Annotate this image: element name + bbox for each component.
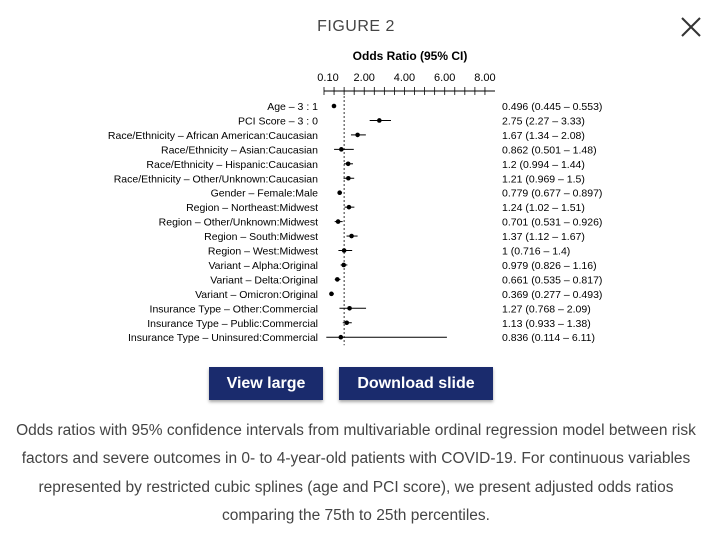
row-value: 1.13 (0.933 – 1.38) — [502, 318, 591, 330]
row-value: 1.21 (0.969 – 1.5) — [502, 173, 585, 185]
row-label: Region – Other/Unknown:Midwest — [159, 217, 318, 229]
forest-plot: Odds Ratio (95% CI) 0.10 2.00 4.00 6.00 8.00 A… — [108, 49, 602, 346]
odds-ratio-point — [346, 204, 352, 210]
row-label: Insurance Type – Uninsured:Commercial — [128, 332, 318, 344]
row-value: 0.836 (0.114 – 6.11) — [502, 332, 595, 344]
row-value: 0.862 (0.501 – 1.48) — [502, 144, 597, 156]
view-large-button[interactable]: View large — [209, 367, 323, 400]
odds-ratio-point — [344, 320, 350, 326]
row-label: Race/Ethnicity – Asian:Caucasian — [161, 144, 318, 156]
odds-ratio-point — [334, 277, 340, 282]
row-value: 1.67 (1.34 – 2.08) — [502, 130, 585, 142]
row-value: 1.2 (0.994 – 1.44) — [502, 159, 585, 171]
row-value: 2.75 (2.27 – 3.33) — [502, 115, 585, 127]
figure-title: FIGURE 2 — [317, 18, 395, 35]
close-icon — [681, 17, 701, 37]
download-slide-button[interactable]: Download slide — [339, 367, 493, 400]
odds-ratio-point — [335, 219, 341, 224]
row-label: Region – South:Midwest — [204, 231, 318, 243]
odds-ratio-point — [345, 161, 351, 167]
row-label: Race/Ethnicity – Other/Unknown:Caucasian — [114, 173, 318, 185]
odds-ratio-point — [341, 262, 346, 268]
row-value: 1.24 (1.02 – 1.51) — [502, 202, 585, 214]
row-label: Race/Ethnicity – African American:Caucas… — [108, 130, 318, 142]
row-value: 1 (0.716 – 1.4) — [502, 246, 570, 258]
odds-ratio-point — [341, 248, 347, 253]
row-label: Age – 3 : 1 — [267, 101, 318, 113]
odds-ratio-point — [346, 175, 351, 181]
row-label: Insurance Type – Other:Commercial — [150, 303, 318, 315]
chart-title: Odds Ratio (95% CI) — [353, 49, 468, 63]
odds-ratio-point — [355, 132, 360, 138]
x-tick-label: 0.10 — [317, 72, 338, 84]
row-value: 1.37 (1.12 – 1.67) — [502, 231, 585, 243]
row-value: 0.979 (0.826 – 1.16) — [502, 260, 597, 272]
close-button[interactable] — [678, 14, 704, 40]
odds-ratio-point — [347, 306, 352, 311]
row-value: 1.27 (0.768 – 2.09) — [502, 303, 591, 315]
figure-caption: Odds ratios with 95% confidence interval… — [16, 422, 696, 525]
row-value: 0.779 (0.677 – 0.897) — [502, 188, 602, 200]
odds-ratio-point — [331, 103, 337, 109]
x-tick-label: 6.00 — [434, 72, 455, 84]
row-value: 0.661 (0.535 – 0.817) — [502, 274, 602, 286]
row-value: 0.701 (0.531 – 0.926) — [502, 217, 602, 229]
x-tick-label: 4.00 — [394, 72, 415, 84]
odds-ratio-point — [338, 334, 344, 340]
row-label: Variant – Alpha:Original — [208, 260, 318, 272]
x-tick-label: 8.00 — [474, 72, 495, 84]
x-tick-label: 2.00 — [354, 72, 375, 84]
row-label: Variant – Omicron:Original — [195, 289, 318, 301]
row-label: PCI Score – 3 : 0 — [238, 115, 318, 127]
row-value: 0.369 (0.277 – 0.493) — [502, 289, 602, 301]
row-label: Insurance Type – Public:Commercial — [147, 318, 318, 330]
odds-ratio-point — [377, 118, 382, 123]
odds-ratio-point — [349, 233, 354, 239]
odds-ratio-point — [337, 190, 342, 195]
odds-ratio-point — [339, 147, 344, 152]
row-label: Gender – Female:Male — [211, 188, 319, 200]
row-value: 0.496 (0.445 – 0.553) — [502, 101, 602, 113]
row-label: Variant – Delta:Original — [210, 274, 318, 286]
odds-ratio-point — [329, 291, 334, 297]
row-label: Region – Northeast:Midwest — [186, 202, 318, 214]
row-label: Region – West:Midwest — [208, 246, 318, 258]
row-label: Race/Ethnicity – Hispanic:Caucasian — [146, 159, 318, 171]
